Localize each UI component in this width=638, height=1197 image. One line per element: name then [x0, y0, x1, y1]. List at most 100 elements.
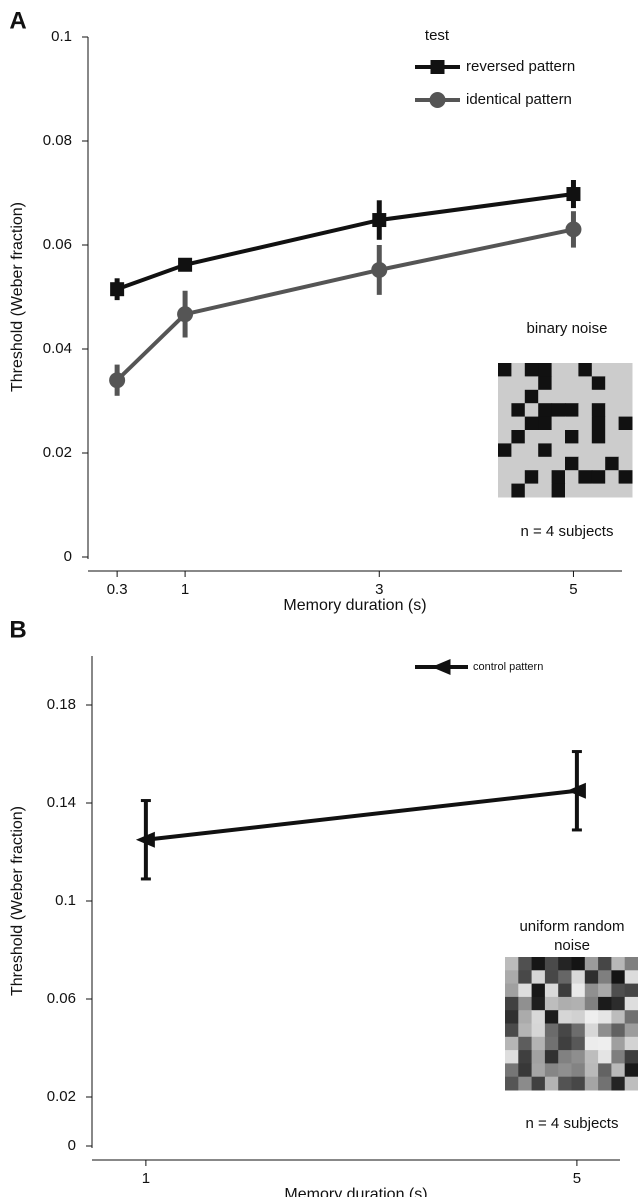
noise-cell — [558, 996, 572, 1011]
x-axis-label: Memory duration (s) — [283, 597, 426, 614]
marker — [177, 306, 194, 323]
noise-cell — [591, 389, 606, 404]
noise-cell — [498, 376, 512, 391]
noise-cell — [544, 1050, 559, 1064]
noise-cell — [571, 1023, 586, 1038]
noise-cell — [584, 957, 599, 971]
noise-cell — [511, 403, 526, 418]
noise-cell — [505, 1076, 519, 1091]
x-tick-label: 1 — [142, 1170, 150, 1187]
noise-cell — [518, 1063, 533, 1078]
noise-cell — [538, 470, 553, 485]
legend-title: test — [425, 27, 450, 44]
noise-cell — [571, 1036, 586, 1051]
noise-cell — [611, 1050, 626, 1064]
marker — [371, 261, 388, 278]
noise-cell — [565, 363, 579, 377]
noise-cell — [611, 1023, 626, 1038]
noise-cell — [524, 376, 539, 391]
legend-label: identical pattern — [466, 91, 572, 108]
noise-cell — [531, 1063, 546, 1078]
noise-cell — [624, 957, 638, 971]
noise-cell — [511, 416, 526, 431]
noise-cell — [618, 389, 633, 404]
y-tick-label: 0.06 — [47, 990, 76, 1007]
noise-cell — [578, 403, 593, 418]
marker — [109, 372, 126, 389]
noise-cell — [591, 456, 606, 471]
noise-cell — [505, 983, 519, 998]
noise-cell — [511, 443, 526, 458]
noise-cell — [578, 483, 593, 498]
y-tick-label: 0.08 — [43, 132, 72, 149]
noise-cell — [524, 483, 539, 498]
noise-cell — [624, 1076, 638, 1091]
panel-label: B — [9, 616, 26, 643]
annotation: uniform random noise — [519, 918, 625, 954]
noise-cell — [624, 1010, 638, 1024]
noise-cell — [558, 957, 572, 971]
noise-cell — [544, 983, 559, 998]
noise-cell — [591, 470, 606, 485]
noise-cell — [578, 456, 593, 471]
noise-cell — [551, 443, 566, 458]
noise-cell — [571, 1063, 586, 1078]
noise-cell — [605, 456, 620, 471]
noise-cell — [558, 983, 572, 998]
noise-cell — [505, 970, 519, 985]
noise-cell — [578, 389, 593, 404]
noise-cell — [605, 376, 620, 391]
noise-cell — [598, 983, 612, 998]
noise-cell — [531, 1050, 546, 1064]
noise-cell — [565, 389, 579, 404]
noise-cell — [611, 1063, 626, 1078]
noise-cell — [584, 1010, 599, 1024]
y-tick-label: 0.14 — [47, 794, 76, 811]
noise-cell — [618, 430, 633, 444]
noise-cell — [551, 363, 566, 377]
noise-cell — [518, 1010, 533, 1024]
noise-cell — [538, 376, 553, 391]
noise-cell — [578, 430, 593, 444]
noise-cell — [624, 983, 638, 998]
noise-cell — [598, 970, 612, 985]
series-line — [116, 192, 574, 292]
noise-cell — [598, 957, 612, 971]
noise-cell — [611, 957, 626, 971]
series-line — [115, 227, 574, 382]
noise-cell — [544, 970, 559, 985]
noise-cell — [571, 957, 586, 971]
noise-cell — [558, 1010, 572, 1024]
noise-cell — [511, 376, 526, 391]
noise-cell — [538, 389, 553, 404]
noise-cell — [505, 1010, 519, 1024]
x-tick-label: 1 — [181, 581, 189, 598]
y-tick-label: 0.04 — [43, 340, 72, 357]
noise-cell — [524, 470, 539, 485]
noise-cell — [598, 1076, 612, 1091]
noise-cell — [591, 363, 606, 377]
noise-cell — [571, 1050, 586, 1064]
noise-cell — [511, 363, 526, 377]
noise-cell — [618, 483, 633, 498]
noise-cell — [524, 363, 539, 377]
noise-cell — [605, 470, 620, 485]
series-line — [145, 788, 578, 842]
noise-cell — [551, 403, 566, 418]
noise-cell — [571, 983, 586, 998]
noise-cell — [605, 403, 620, 418]
marker — [565, 221, 582, 238]
noise-cell — [511, 470, 526, 485]
noise-cell — [538, 456, 553, 471]
noise-cell — [498, 470, 512, 485]
noise-cell — [624, 1023, 638, 1038]
marker — [110, 282, 125, 297]
y-tick-label: 0.02 — [47, 1088, 76, 1105]
noise-cell — [531, 957, 546, 971]
noise-cell — [531, 1010, 546, 1024]
noise-cell — [584, 1050, 599, 1064]
noise-cell — [551, 376, 566, 391]
noise-cell — [605, 389, 620, 404]
x-tick-label: 5 — [573, 1170, 581, 1187]
